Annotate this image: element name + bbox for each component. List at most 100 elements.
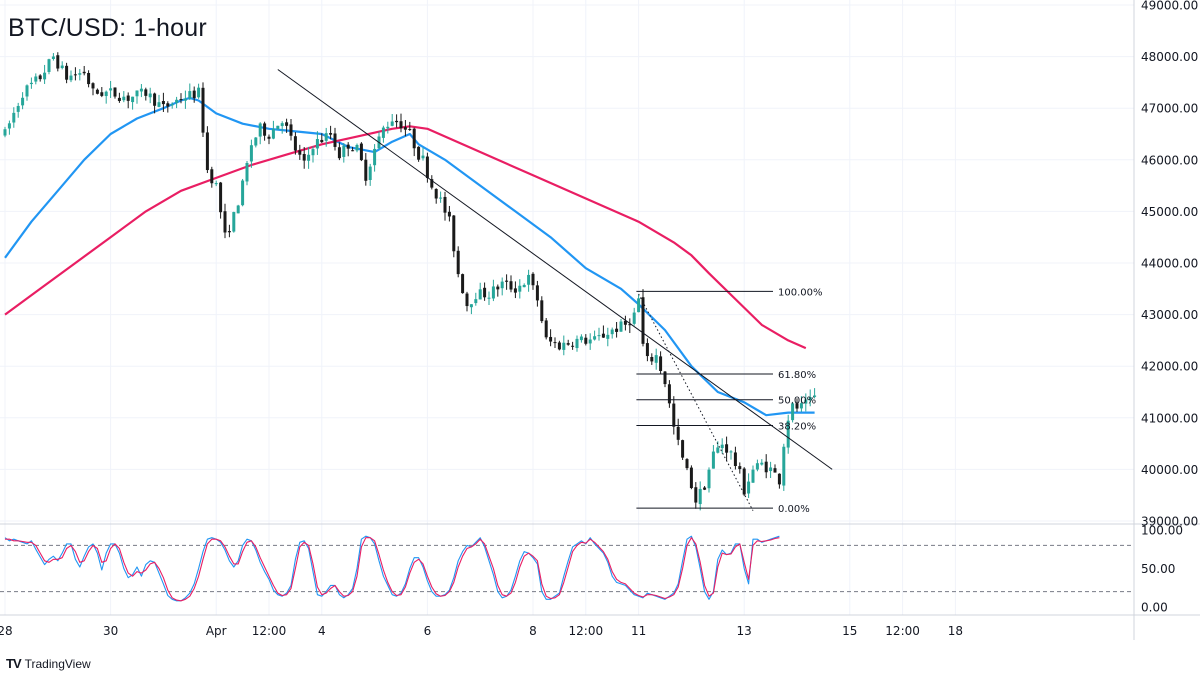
candle-body [69, 75, 73, 81]
candle-body [469, 304, 473, 308]
candle-body [346, 144, 350, 149]
chart-title: BTC/USD: 1-hour [8, 14, 207, 42]
candle-body [412, 128, 416, 149]
candle-body [205, 132, 209, 171]
candle-body [280, 123, 284, 127]
price-axis-label: 47000.00 [1141, 102, 1198, 116]
candle-body [7, 123, 11, 129]
candle-body [324, 133, 328, 141]
candle-body [311, 149, 315, 156]
candle-body [606, 334, 610, 339]
candle-body [390, 121, 394, 126]
time-axis-label: 11 [631, 624, 646, 638]
candle-body [799, 403, 803, 409]
candle-body [285, 122, 289, 126]
candle-body [632, 312, 636, 324]
candle-body [359, 143, 363, 161]
candle-body [109, 88, 113, 91]
price-axis-label: 42000.00 [1141, 360, 1198, 374]
candle-body [513, 288, 517, 293]
candle-body [575, 338, 579, 349]
candle-body [271, 129, 275, 139]
candle-body [51, 56, 55, 60]
stochastic-oscillator-layer [0, 535, 1134, 602]
candle-body [773, 468, 777, 473]
axes-layer: 49000.00 48000.00 47000.00 46000.00 45000.00… [0, 0, 1200, 640]
price-axis-label: 44000.00 [1141, 257, 1198, 271]
time-axis-label: Apr [206, 624, 227, 638]
candle-body [355, 144, 359, 151]
candle-body [258, 123, 262, 137]
candle-body [315, 139, 319, 149]
candle-body [742, 468, 746, 495]
candle-body [615, 328, 619, 332]
drawing-tools-layer: 100.00% 61.80% 50.00% 38.20% 0.00% [277, 69, 833, 515]
moving-average-slow-line [4, 125, 807, 350]
candle-body [579, 336, 583, 341]
price-axis-label: 39000.00 [1141, 515, 1198, 529]
candle-body [487, 297, 491, 299]
candle-body [791, 403, 795, 421]
candle-body [650, 356, 654, 362]
candle-body [751, 469, 755, 483]
fibonacci-diagonal [638, 293, 754, 511]
candle-body [654, 355, 658, 363]
candle-body [430, 179, 434, 188]
time-axis-label: 12:00 [569, 624, 604, 638]
candle-body [95, 89, 99, 94]
candle-body [509, 281, 513, 290]
candle-body [491, 286, 495, 299]
candle-body [161, 101, 165, 105]
candle-body [144, 89, 148, 96]
candle-body [249, 145, 253, 162]
candle-body [408, 128, 412, 130]
candle-body [659, 356, 663, 371]
time-axis-label: 6 [424, 624, 432, 638]
candle-body [483, 287, 487, 298]
candle-body [197, 87, 201, 98]
candle-body [549, 336, 553, 342]
price-axis-label: 43000.00 [1141, 308, 1198, 322]
candle-body [804, 399, 808, 404]
candle-body [716, 447, 720, 453]
candle-body [3, 129, 7, 136]
candle-body [131, 96, 135, 103]
candle-body [711, 451, 715, 469]
price-axis-label: 46000.00 [1141, 153, 1198, 167]
time-axis-label: 8 [529, 624, 537, 638]
candle-body [175, 99, 179, 103]
candle-body [153, 93, 157, 106]
price-axis-label: 48000.00 [1141, 50, 1198, 64]
candle-body [47, 59, 51, 72]
candle-body [478, 289, 482, 300]
candle-body [703, 487, 707, 490]
price-axis-label: 45000.00 [1141, 205, 1198, 219]
candle-body [681, 440, 685, 458]
candle-body [364, 159, 368, 181]
tradingview-logo-icon: TV [6, 656, 22, 671]
stochastic-axis-label: 100.00 [1141, 524, 1183, 538]
candle-body [584, 337, 588, 344]
candle-body [496, 286, 500, 290]
candle-body [505, 280, 509, 282]
candle-body [623, 320, 627, 325]
stochastic-d-line [5, 537, 780, 602]
moving-average-layer [4, 96, 815, 417]
candle-body [236, 205, 240, 214]
candle-body [755, 463, 759, 470]
candle-body [104, 91, 108, 97]
candle-body [307, 154, 311, 161]
candle-body [87, 72, 91, 85]
candle-body [65, 65, 69, 80]
candle-body [170, 104, 174, 106]
candle-body [553, 342, 557, 344]
candle-body [601, 333, 605, 338]
price-axis-label: 41000.00 [1141, 411, 1198, 425]
price-axis-label: 49000.00 [1141, 0, 1198, 13]
candle-body [729, 451, 733, 453]
candle-body [619, 321, 623, 332]
candle-body [588, 339, 592, 344]
candle-body [302, 153, 306, 161]
candle-body [298, 150, 302, 155]
